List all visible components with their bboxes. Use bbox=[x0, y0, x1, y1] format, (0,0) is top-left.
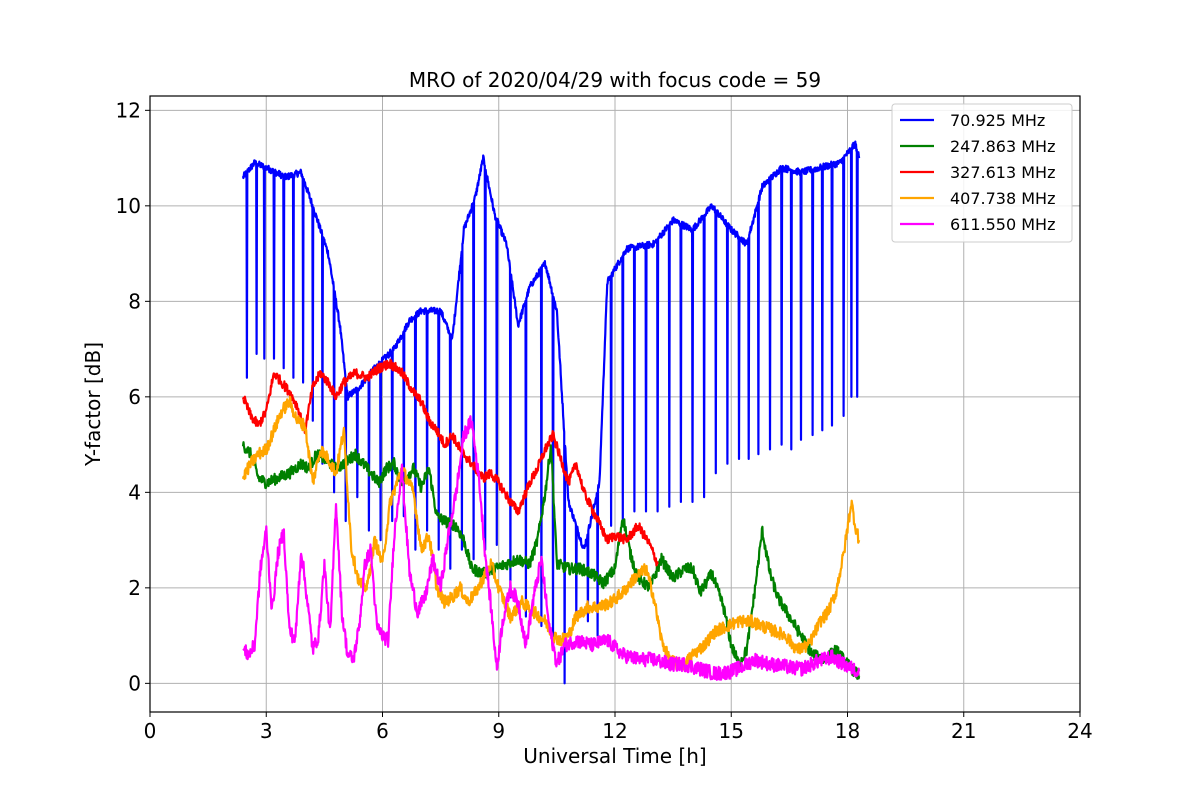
x-tick-label: 21 bbox=[951, 719, 976, 743]
x-tick-label: 3 bbox=[260, 719, 273, 743]
x-tick-label: 18 bbox=[835, 719, 860, 743]
y-tick-label: 4 bbox=[128, 480, 141, 504]
y-axis-label: Y-factor [dB] bbox=[81, 342, 105, 467]
series-line bbox=[242, 415, 861, 681]
y-tick-label: 10 bbox=[116, 194, 141, 218]
y-tick-label: 6 bbox=[128, 385, 141, 409]
y-tick-label: 8 bbox=[128, 289, 141, 313]
legend-label: 407.738 MHz bbox=[950, 189, 1055, 208]
x-tick-label: 6 bbox=[376, 719, 389, 743]
legend-label: 247.863 MHz bbox=[950, 137, 1055, 156]
legend-label: 327.613 MHz bbox=[950, 163, 1055, 182]
legend-label: 70.925 MHz bbox=[950, 111, 1045, 130]
x-tick-label: 0 bbox=[144, 719, 157, 743]
x-tick-label: 9 bbox=[492, 719, 505, 743]
legend: 70.925 MHz 247.863 MHz 327.613 MHz 407.738 … bbox=[891, 103, 1073, 243]
y-tick-label: 2 bbox=[128, 576, 141, 600]
legend-box bbox=[891, 103, 1073, 243]
x-tick-label: 15 bbox=[719, 719, 744, 743]
chart-title: MRO of 2020/04/29 with focus code = 59 bbox=[409, 68, 821, 92]
x-tick-label: 12 bbox=[602, 719, 627, 743]
y-tick-label: 0 bbox=[128, 671, 141, 695]
series-layer bbox=[241, 140, 861, 685]
x-axis-label: Universal Time [h] bbox=[523, 744, 706, 768]
series-line bbox=[241, 140, 861, 685]
y-tick-label: 12 bbox=[116, 98, 141, 122]
series-line bbox=[241, 358, 659, 567]
legend-label: 611.550 MHz bbox=[950, 215, 1055, 234]
x-tick-label: 24 bbox=[1067, 719, 1092, 743]
